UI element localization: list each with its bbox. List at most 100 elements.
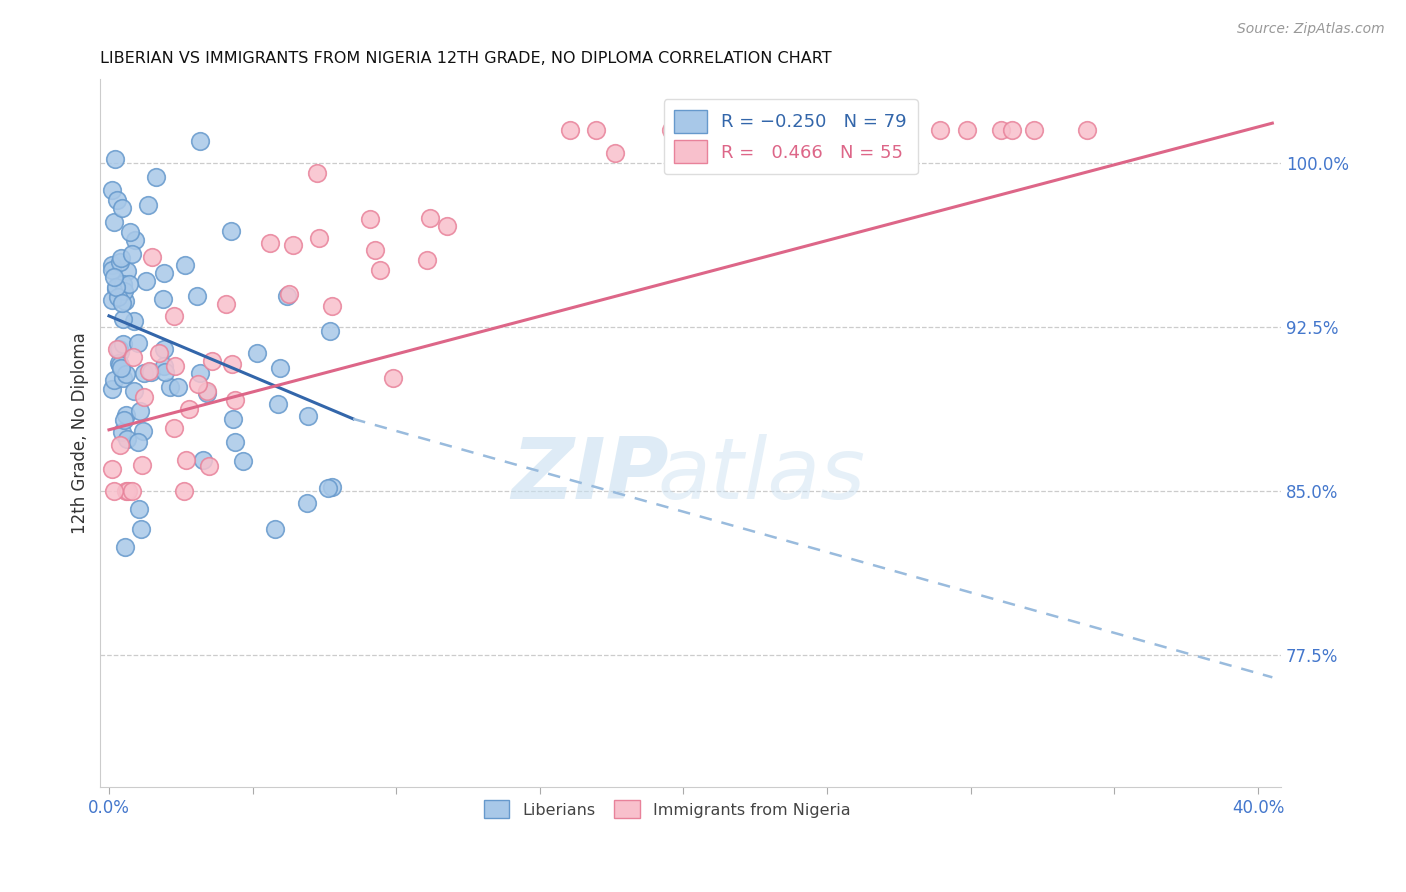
Point: [416, 253, 439, 268]
Point: [127, 434, 149, 449]
Point: [264, 522, 287, 536]
Point: [749, 122, 772, 136]
Point: [135, 274, 157, 288]
Point: [122, 384, 145, 398]
Point: [1001, 122, 1024, 136]
Point: [321, 480, 343, 494]
Point: [153, 266, 176, 280]
Point: [188, 134, 211, 148]
Point: [105, 193, 128, 207]
Point: [297, 409, 319, 423]
Point: [101, 183, 124, 197]
Point: [195, 386, 218, 401]
Point: [111, 277, 134, 291]
Point: [129, 522, 152, 536]
Point: [114, 540, 136, 554]
Text: LIBERIAN VS IMMIGRANTS FROM NIGERIA 12TH GRADE, NO DIPLOMA CORRELATION CHART: LIBERIAN VS IMMIGRANTS FROM NIGERIA 12TH…: [100, 51, 832, 66]
Point: [159, 380, 181, 394]
Point: [128, 501, 150, 516]
Point: [359, 211, 381, 226]
Point: [101, 462, 124, 476]
Point: [436, 219, 458, 233]
Point: [215, 296, 238, 310]
Point: [174, 258, 197, 272]
Point: [319, 325, 342, 339]
Text: ZIP: ZIP: [512, 434, 669, 517]
Point: [733, 122, 755, 136]
Point: [278, 286, 301, 301]
Point: [316, 481, 339, 495]
Point: [153, 359, 176, 373]
Point: [110, 296, 132, 310]
Point: [224, 393, 246, 408]
Point: [129, 403, 152, 417]
Point: [174, 452, 197, 467]
Point: [111, 425, 134, 439]
Point: [120, 225, 142, 239]
Point: [187, 376, 209, 391]
Point: [111, 202, 134, 216]
Point: [127, 336, 149, 351]
Point: [305, 166, 328, 180]
Point: [162, 421, 184, 435]
Point: [956, 122, 979, 136]
Point: [112, 413, 135, 427]
Point: [221, 357, 243, 371]
Point: [105, 280, 128, 294]
Point: [259, 235, 281, 250]
Point: [108, 358, 131, 372]
Point: [186, 289, 208, 303]
Point: [101, 263, 124, 277]
Point: [114, 484, 136, 499]
Point: [232, 453, 254, 467]
Point: [560, 122, 582, 136]
Point: [188, 367, 211, 381]
Point: [382, 371, 405, 385]
Point: [124, 233, 146, 247]
Point: [191, 453, 214, 467]
Point: [121, 246, 143, 260]
Point: [114, 284, 136, 298]
Point: [138, 364, 160, 378]
Text: atlas: atlas: [658, 434, 866, 517]
Point: [165, 359, 187, 373]
Point: [155, 366, 177, 380]
Point: [132, 390, 155, 404]
Point: [221, 411, 243, 425]
Point: [990, 122, 1012, 136]
Point: [111, 311, 134, 326]
Point: [308, 231, 330, 245]
Point: [138, 198, 160, 212]
Point: [131, 458, 153, 472]
Point: [108, 356, 131, 370]
Point: [793, 122, 815, 136]
Point: [929, 122, 952, 136]
Point: [112, 371, 135, 385]
Point: [101, 258, 124, 272]
Point: [107, 290, 129, 304]
Point: [132, 366, 155, 380]
Point: [785, 122, 807, 136]
Point: [131, 424, 153, 438]
Point: [364, 243, 387, 257]
Point: [167, 380, 190, 394]
Point: [115, 408, 138, 422]
Point: [321, 299, 343, 313]
Point: [846, 122, 869, 136]
Point: [117, 277, 139, 291]
Point: [163, 310, 186, 324]
Point: [139, 365, 162, 379]
Point: [114, 294, 136, 309]
Point: [177, 401, 200, 416]
Point: [105, 283, 128, 297]
Point: [108, 344, 131, 359]
Point: [1076, 122, 1098, 136]
Point: [224, 434, 246, 449]
Point: [105, 342, 128, 356]
Point: [122, 350, 145, 364]
Point: [101, 293, 124, 308]
Point: [195, 384, 218, 399]
Text: Source: ZipAtlas.com: Source: ZipAtlas.com: [1237, 22, 1385, 37]
Point: [246, 346, 269, 360]
Point: [112, 336, 135, 351]
